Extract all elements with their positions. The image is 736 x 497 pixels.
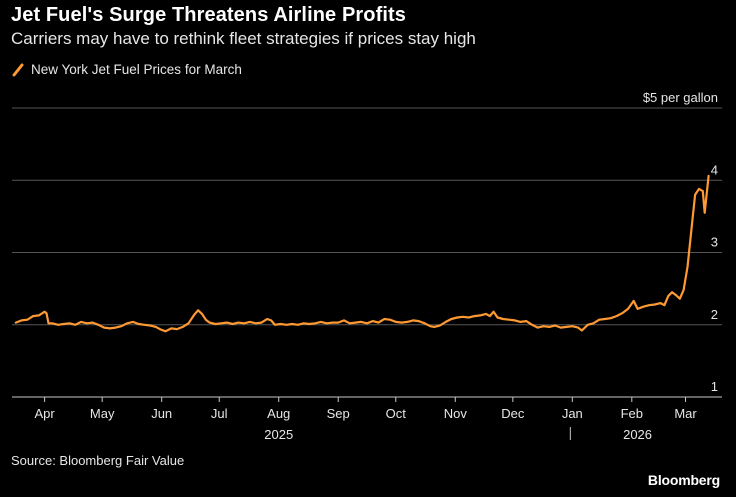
- x-tick-label: Feb: [621, 406, 643, 421]
- x-tick-label: Jul: [211, 406, 228, 421]
- source-note: Source: Bloomberg Fair Value: [11, 453, 185, 468]
- chart-title: Jet Fuel's Surge Threatens Airline Profi…: [11, 4, 406, 26]
- legend-label: New York Jet Fuel Prices for March: [31, 62, 242, 77]
- y-tick-label: 4: [711, 162, 718, 177]
- x-tick-label: May: [90, 406, 115, 421]
- y-tick-label: 2: [711, 307, 718, 322]
- y-tick-label: 3: [711, 235, 718, 250]
- chart-legend: New York Jet Fuel Prices for March: [11, 62, 242, 77]
- x-year-label: 2025: [264, 427, 293, 442]
- x-axis: Apr May Jun Jul Aug Sep Oct Nov Dec Jan Feb Mar 2025…: [35, 397, 697, 442]
- y-tick-label: $5 per gallon: [643, 90, 718, 105]
- x-tick-label: Oct: [386, 406, 407, 421]
- chart-subtitle: Carriers may have to rethink fleet strat…: [11, 29, 476, 48]
- x-tick-label: Dec: [501, 406, 525, 421]
- legend-swatch: [12, 63, 24, 76]
- bloomberg-logo: Bloomberg: [647, 472, 720, 488]
- x-tick-label: Jun: [151, 406, 172, 421]
- gridlines: [12, 107, 722, 398]
- x-tick-label: Apr: [35, 406, 56, 421]
- series-line-jet-fuel: [14, 174, 710, 333]
- x-tick-label: Nov: [444, 406, 468, 421]
- y-axis-labels: $5 per gallon 4 3 2 1: [643, 90, 718, 394]
- x-tick-label: Mar: [674, 406, 697, 421]
- x-tick-label: Sep: [327, 406, 350, 421]
- x-tick-label: Aug: [267, 406, 290, 421]
- x-year-label: 2026: [623, 427, 652, 442]
- series-layer: [14, 174, 710, 333]
- x-tick-label: Jan: [562, 406, 583, 421]
- y-tick-label: 1: [711, 379, 718, 394]
